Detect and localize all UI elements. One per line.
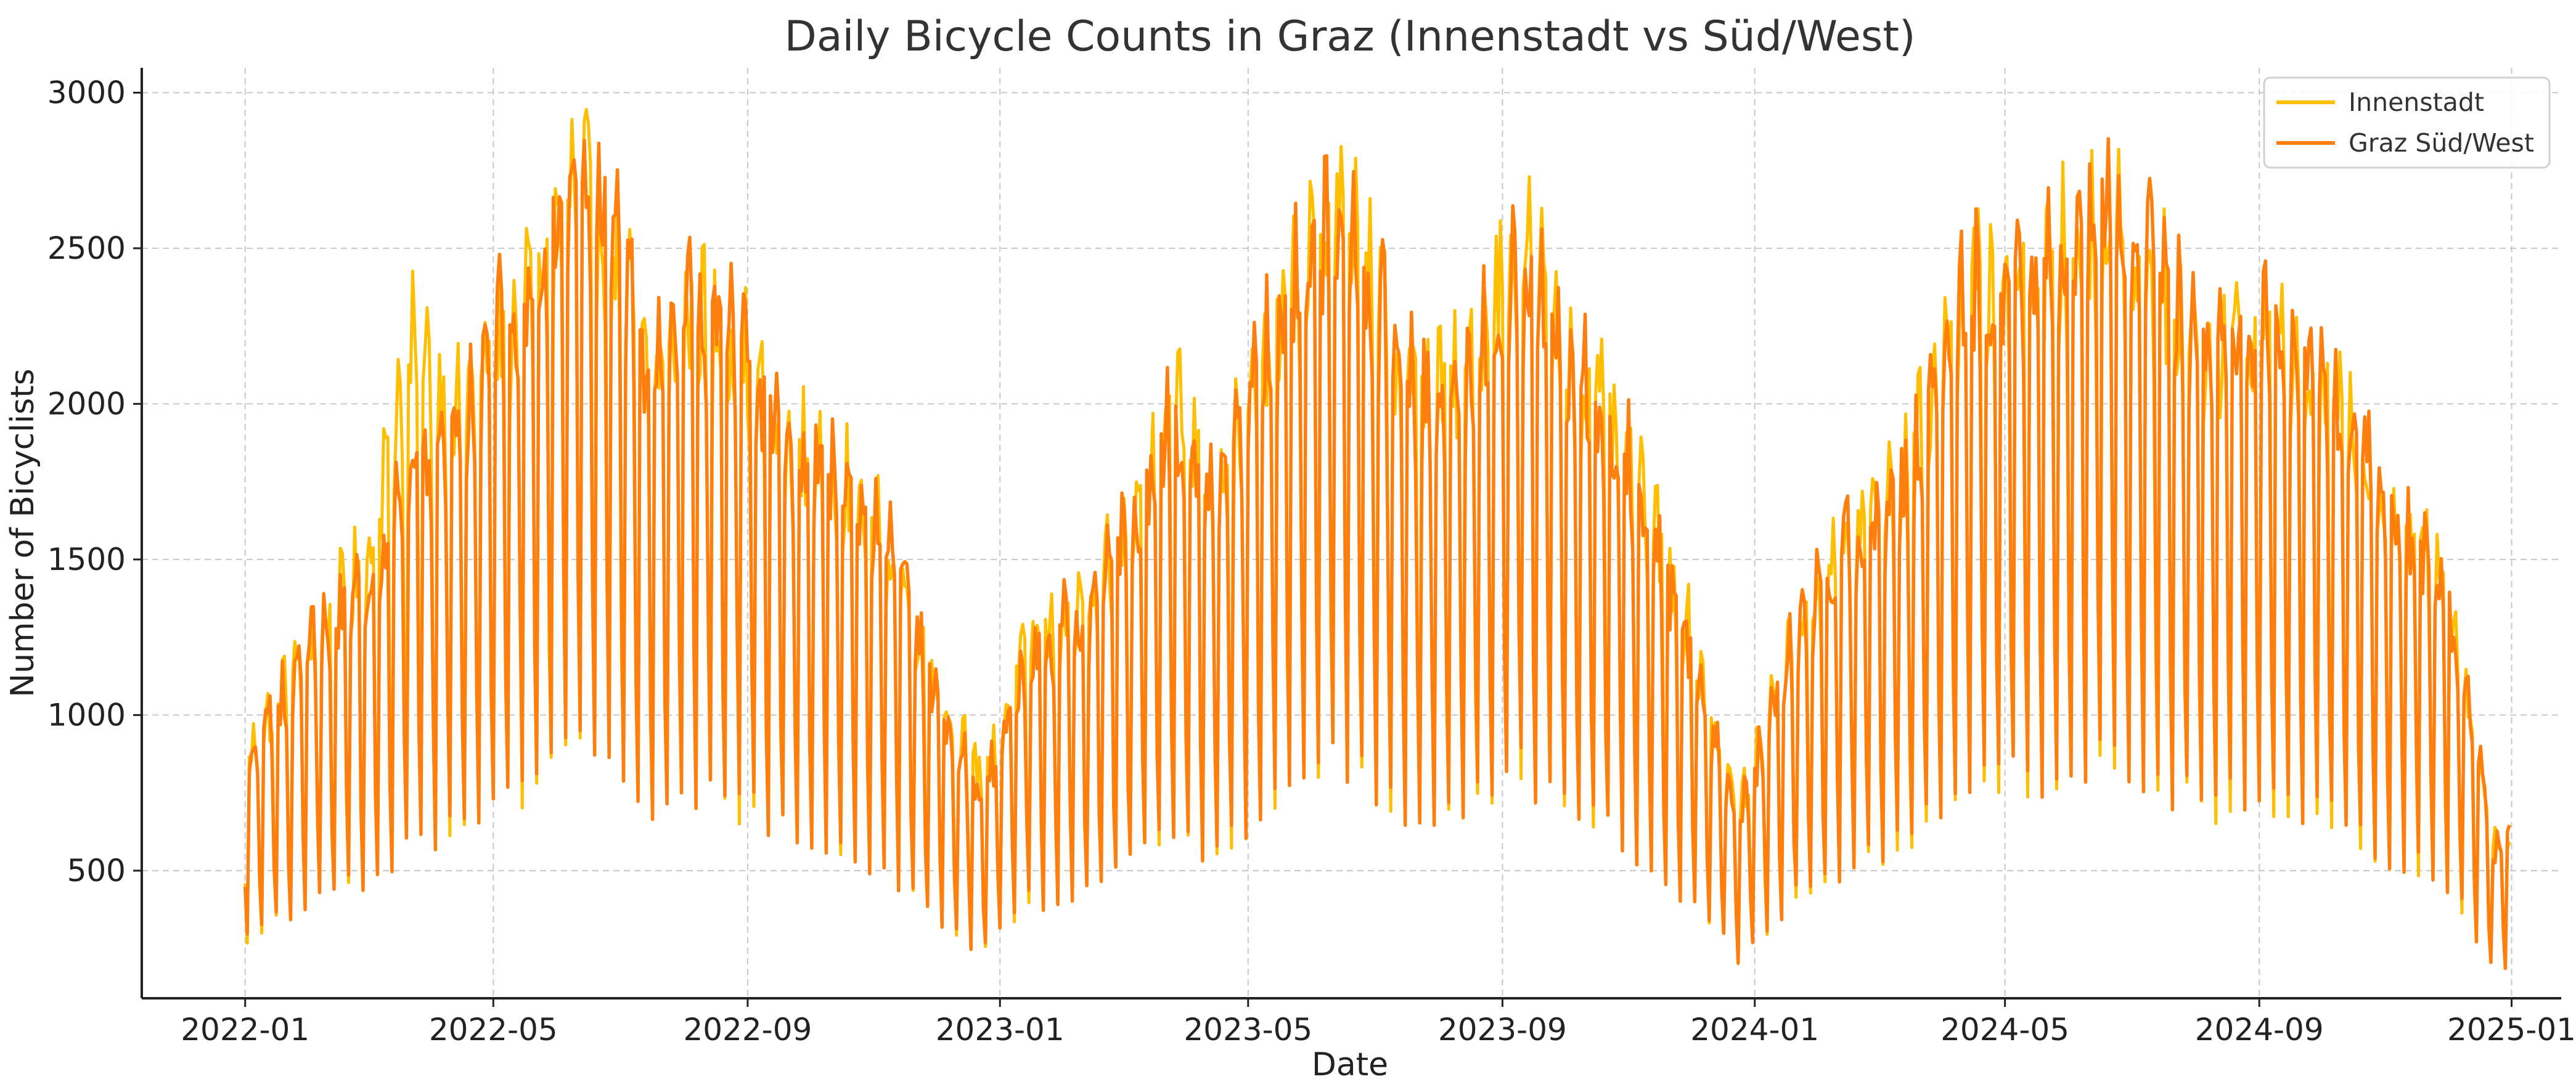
x-tick-label: 2022-09 — [683, 1012, 812, 1048]
x-tick-label: 2022-05 — [429, 1012, 558, 1048]
ticks: 2022-01 2022-05 2022-09 2023-01 2023-05 2023-… — [47, 75, 2576, 1048]
y-tick-label: 2500 — [47, 230, 126, 266]
y-tick-label: 3000 — [47, 75, 126, 110]
x-tick-label: 2025-01 — [2447, 1012, 2576, 1048]
y-tick-label: 1500 — [47, 542, 126, 577]
series-line-graz-s-d-west — [243, 137, 2511, 971]
series-lines — [243, 108, 2511, 971]
legend-box — [2263, 76, 2551, 169]
y-tick-label: 1000 — [47, 697, 126, 733]
x-tick-label: 2022-01 — [181, 1012, 309, 1048]
legend-label-graz-sud-west: Graz Süd/West — [2349, 128, 2534, 158]
y-tick-label: 500 — [67, 853, 126, 889]
legend: Innenstadt Graz Süd/West — [2263, 76, 2551, 169]
x-axis-title: Date — [1312, 1046, 1388, 1083]
x-tick-label: 2023-01 — [936, 1012, 1065, 1048]
axes — [141, 68, 2561, 999]
y-tick-label: 2000 — [47, 386, 126, 421]
x-tick-label: 2023-05 — [1184, 1012, 1312, 1048]
x-tick-label: 2024-05 — [1940, 1012, 2069, 1048]
x-tick-label: 2024-01 — [1690, 1012, 1819, 1048]
x-tick-label: 2023-09 — [1438, 1012, 1567, 1048]
legend-label-innenstadt: Innenstadt — [2349, 88, 2484, 117]
y-axis-title: Number of Bicyclists — [4, 368, 41, 698]
x-tick-label: 2024-09 — [2195, 1012, 2324, 1048]
chart-title: Daily Bicycle Counts in Graz (Innenstadt… — [784, 12, 1915, 61]
